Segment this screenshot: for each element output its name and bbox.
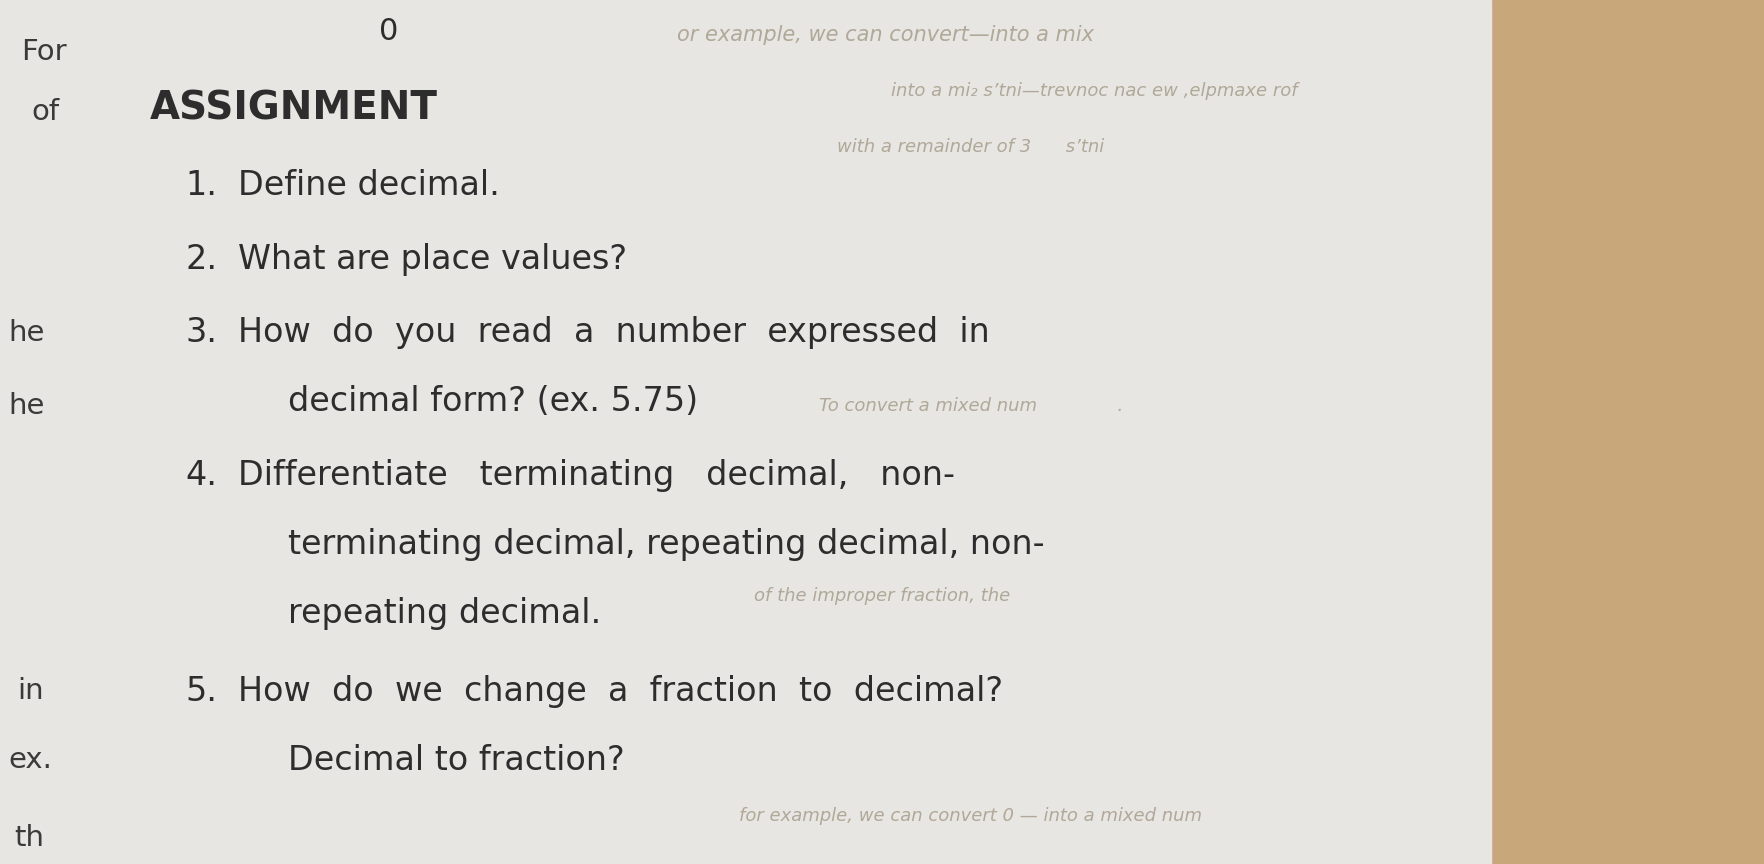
Text: 0: 0 xyxy=(379,17,397,47)
Text: 4.: 4. xyxy=(185,459,217,492)
Text: 1.: 1. xyxy=(185,169,217,202)
Text: he: he xyxy=(9,392,46,420)
Text: Decimal to fraction?: Decimal to fraction? xyxy=(288,744,624,777)
Text: or example, we can convert—into a mix: or example, we can convert—into a mix xyxy=(677,24,1094,45)
Text: Define decimal.: Define decimal. xyxy=(238,169,499,202)
Text: 2.: 2. xyxy=(185,243,217,276)
Text: What are place values?: What are place values? xyxy=(238,243,626,276)
Text: terminating decimal, repeating decimal, non-: terminating decimal, repeating decimal, … xyxy=(288,528,1044,561)
Text: of the improper fraction, the: of the improper fraction, the xyxy=(753,588,1011,605)
Text: 5.: 5. xyxy=(185,675,217,708)
Text: into a mi₂ s’tni—trevnoc nac ew ,elpmaxe rof: into a mi₂ s’tni—trevnoc nac ew ,elpmaxe… xyxy=(891,82,1297,99)
Text: for example, we can convert 0 — into a mixed num: for example, we can convert 0 — into a m… xyxy=(739,808,1201,825)
Text: To convert a mixed num              .: To convert a mixed num . xyxy=(818,397,1122,415)
Text: of: of xyxy=(32,98,60,126)
Text: repeating decimal.: repeating decimal. xyxy=(288,597,600,630)
Text: Differentiate   terminating   decimal,   non-: Differentiate terminating decimal, non- xyxy=(238,459,954,492)
Text: For: For xyxy=(21,38,67,66)
Text: How  do  we  change  a  fraction  to  decimal?: How do we change a fraction to decimal? xyxy=(238,675,1002,708)
Text: th: th xyxy=(14,824,44,852)
Text: 3.: 3. xyxy=(185,316,217,349)
Text: with a remainder of 3      s’tni: with a remainder of 3 s’tni xyxy=(836,138,1104,156)
Text: ASSIGNMENT: ASSIGNMENT xyxy=(150,89,437,127)
Text: in: in xyxy=(18,677,44,705)
Text: he: he xyxy=(9,319,46,346)
Bar xyxy=(0,0,1491,864)
Text: How  do  you  read  a  number  expressed  in: How do you read a number expressed in xyxy=(238,316,990,349)
Text: decimal form? (ex. 5.75): decimal form? (ex. 5.75) xyxy=(288,385,697,418)
Text: ex.: ex. xyxy=(9,746,53,774)
